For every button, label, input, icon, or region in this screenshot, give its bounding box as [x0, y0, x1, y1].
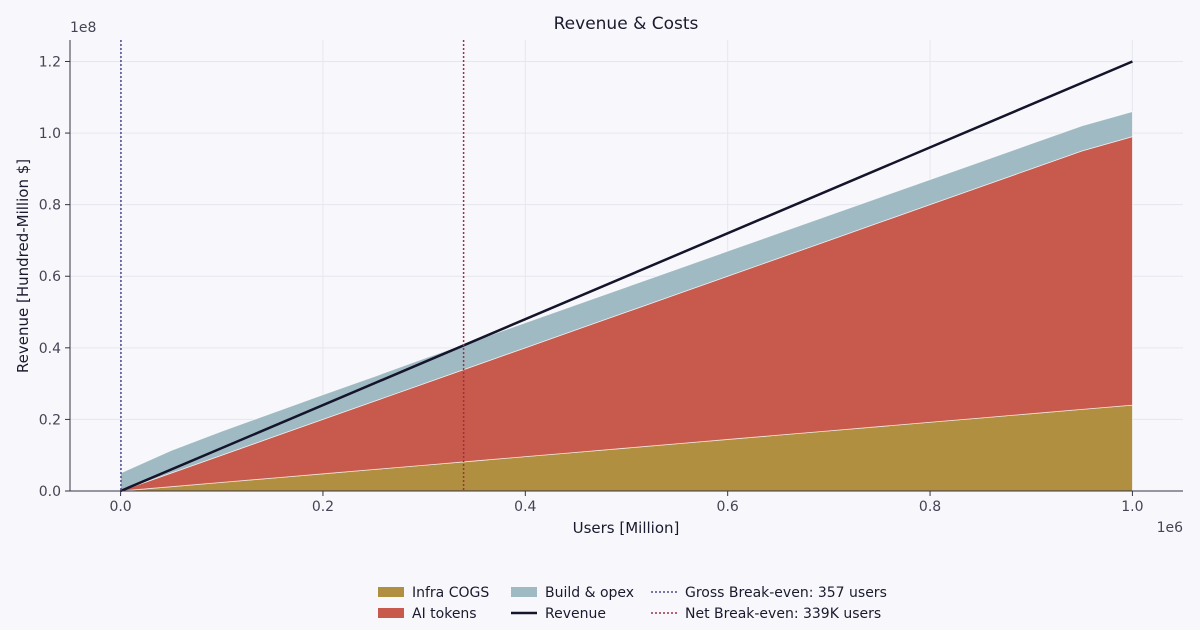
y-tick-label: 1.0 [39, 126, 61, 142]
legend-label: Infra COGS [412, 585, 489, 601]
x-tick-label: 1.0 [1121, 499, 1143, 515]
y-tick-label: 0.6 [39, 269, 61, 285]
legend-item: Build & opex [511, 585, 634, 601]
x-tick-labels: 0.0 0.2 0.4 0.6 0.8 1.0 [109, 491, 1144, 515]
legend-label: Gross Break-even: 357 users [685, 585, 887, 601]
legend-label: Build & opex [545, 585, 634, 601]
series-lines [120, 60, 1133, 493]
line-revenue [120, 60, 1133, 493]
y-tick-label: 0.8 [39, 198, 61, 214]
y-tick-labels: 0.0 0.2 0.4 0.6 0.8 1.0 1.2 [39, 54, 70, 500]
x-tick-label: 0.4 [514, 499, 536, 515]
y-tick-label: 0.4 [39, 341, 61, 357]
legend-item: Net Break-even: 339K users [651, 606, 881, 622]
legend: Infra COGS AI tokens Build & opex Revenue Gr… [378, 585, 887, 622]
y-offset-label: 1e8 [70, 20, 96, 36]
legend-item: AI tokens [378, 606, 477, 622]
stacked-areas [120, 111, 1133, 492]
legend-swatch [378, 587, 404, 597]
chart-title: Revenue & Costs [554, 14, 699, 34]
y-tick-label: 0.0 [39, 484, 61, 500]
y-tick-label: 1.2 [39, 54, 61, 70]
x-tick-label: 0.2 [312, 499, 334, 515]
legend-label: Revenue [545, 606, 606, 622]
x-tick-label: 0.8 [919, 499, 941, 515]
x-tick-label: 0.6 [717, 499, 739, 515]
legend-item: Gross Break-even: 357 users [651, 585, 887, 601]
legend-label: AI tokens [412, 606, 477, 622]
legend-item: Revenue [511, 606, 606, 622]
y-tick-label: 0.2 [39, 412, 61, 428]
legend-label: Net Break-even: 339K users [685, 606, 881, 622]
legend-swatch [378, 608, 404, 618]
x-tick-label: 0.0 [109, 499, 131, 515]
x-axis-label: Users [Million] [573, 519, 680, 537]
legend-item: Infra COGS [378, 585, 489, 601]
y-axis-label: Revenue [Hundred-Million $] [14, 159, 32, 373]
break-even-lines [120, 40, 465, 491]
legend-swatch [511, 587, 537, 597]
axes [69, 40, 1183, 492]
x-offset-label: 1e6 [1157, 520, 1184, 536]
